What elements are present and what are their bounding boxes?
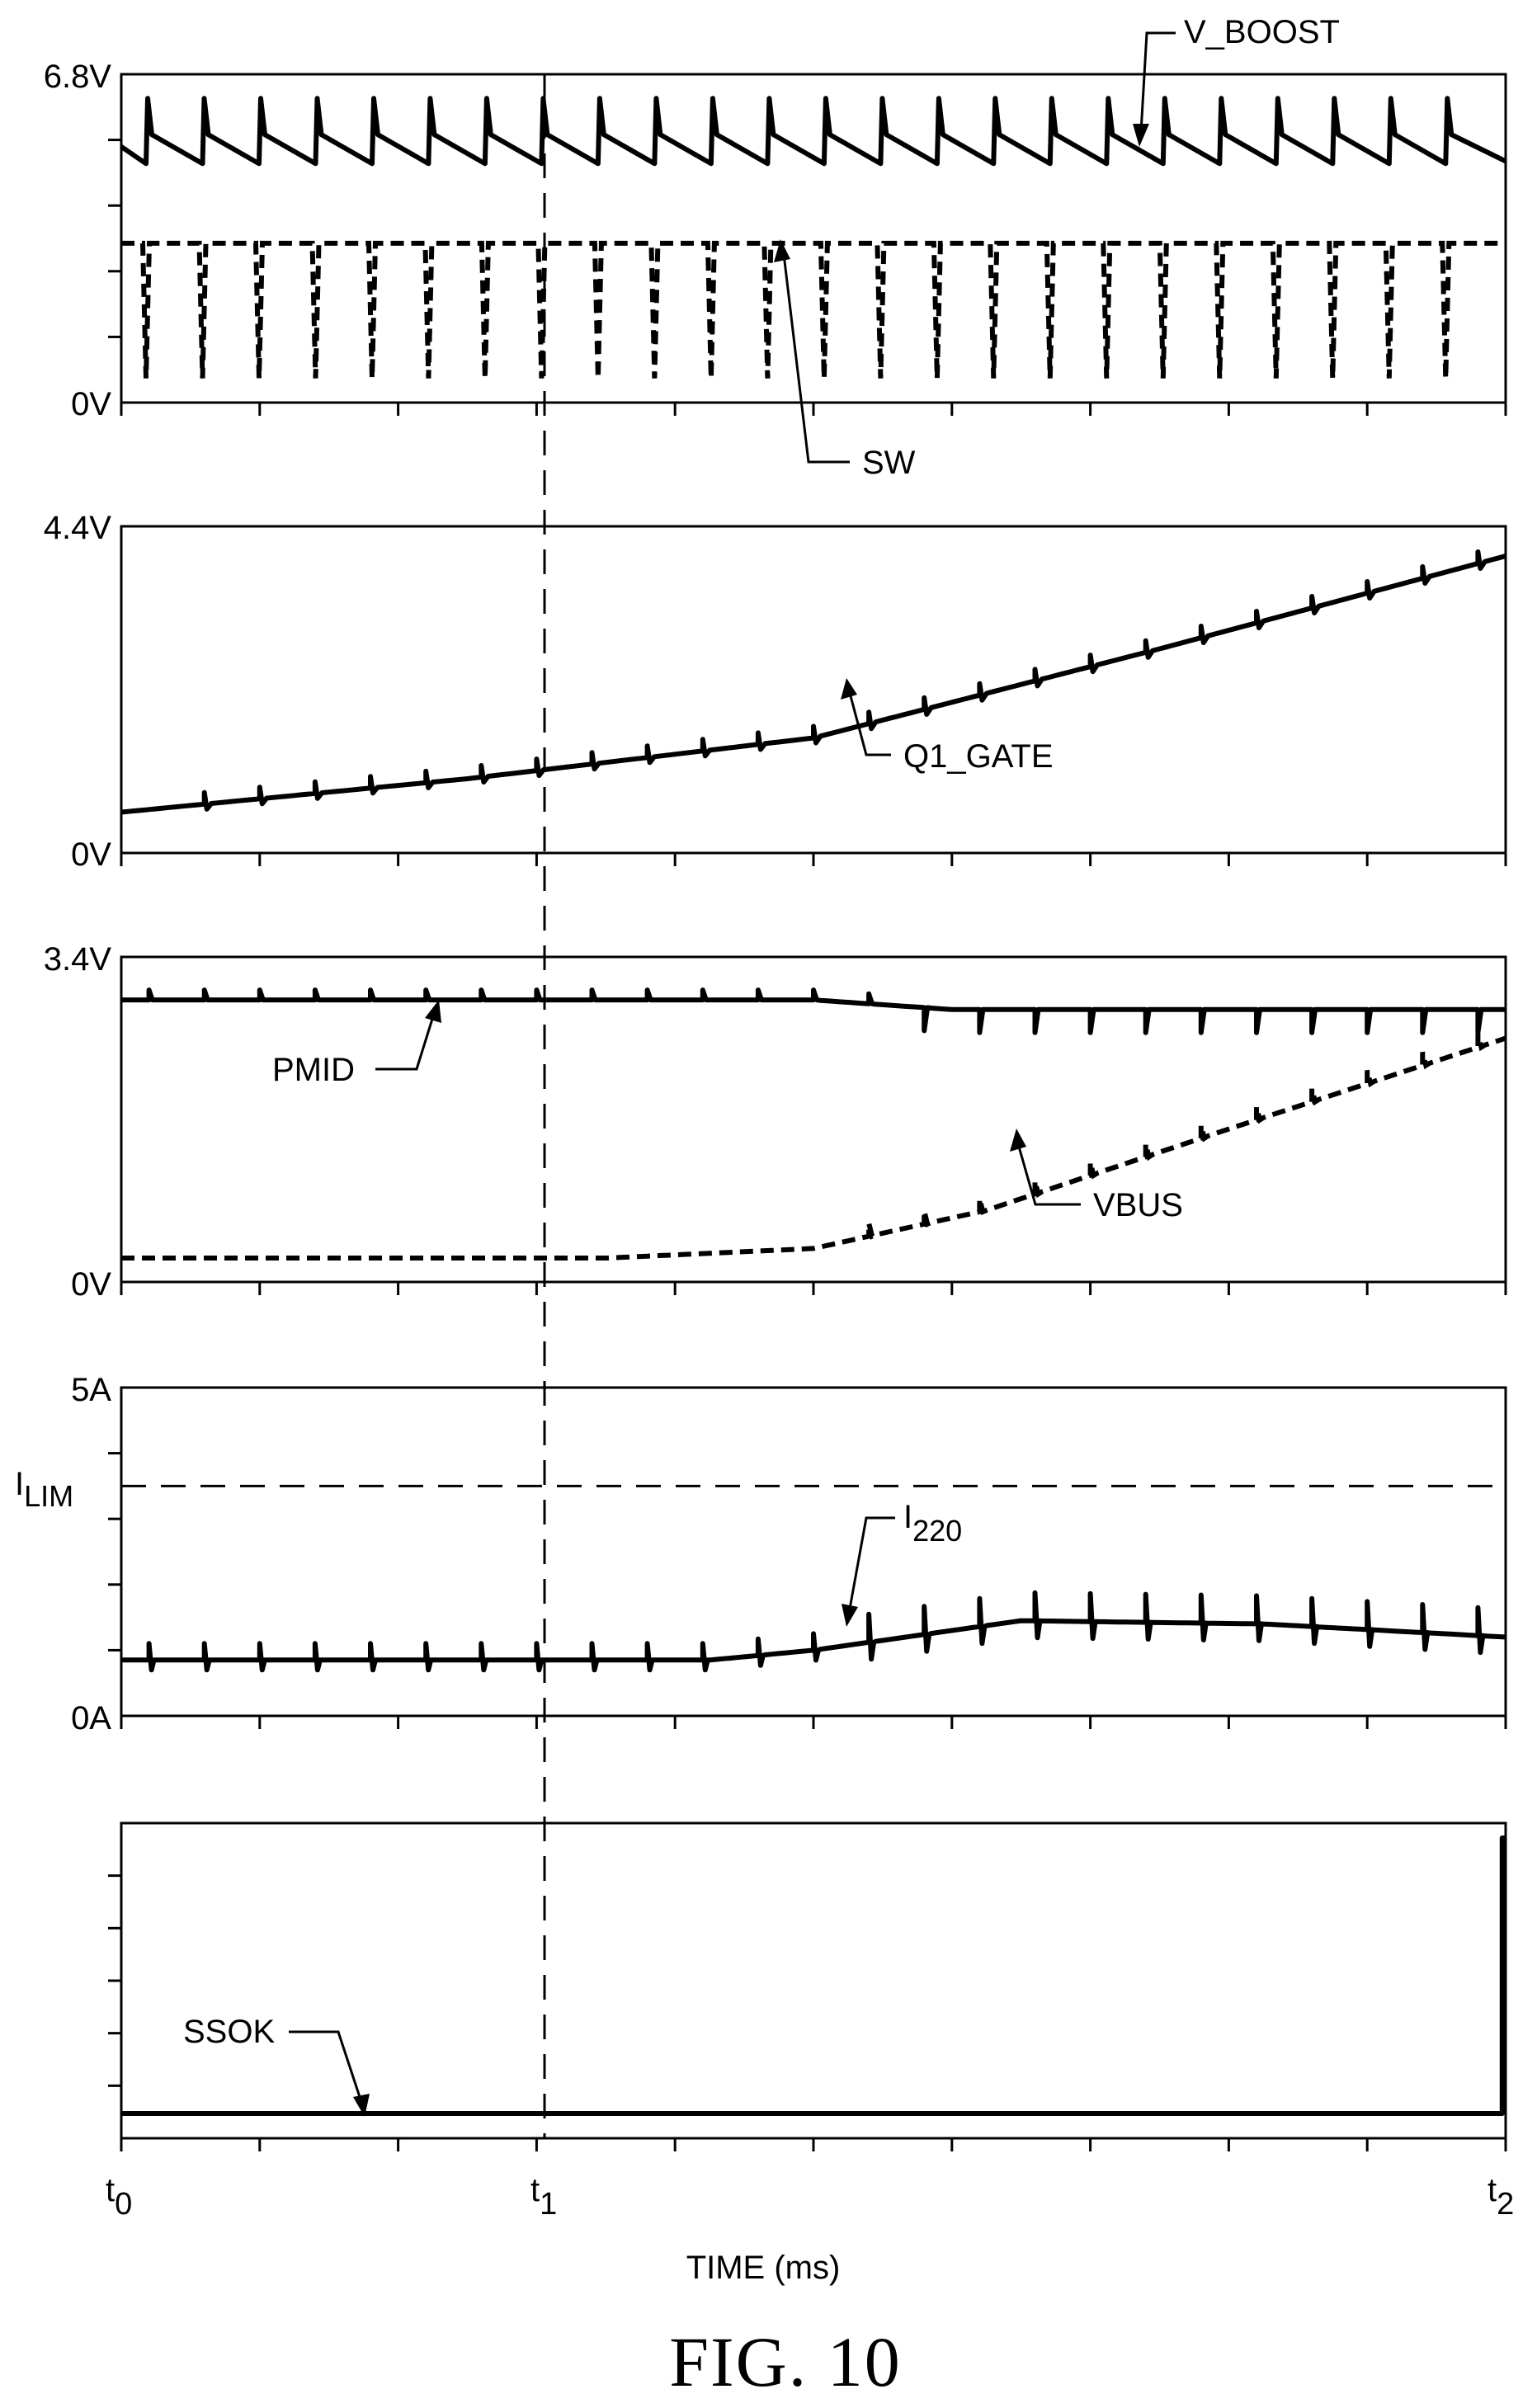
panel-1-y-ticks xyxy=(108,139,121,338)
ssok-leader xyxy=(289,2030,363,2103)
pmid-label: PMID xyxy=(272,1052,355,1088)
q1-gate-trace xyxy=(120,549,1506,815)
v-boost-arrowhead xyxy=(1133,124,1149,147)
t0-label: t0 xyxy=(106,2172,132,2222)
panel-2-ymax-label: 4.4V xyxy=(44,510,112,546)
panel-2-frame xyxy=(120,525,1507,855)
t1-label-base: t xyxy=(530,2172,540,2208)
panel-4-frame xyxy=(120,1386,1507,1718)
panel-5-y-ticks xyxy=(108,1874,121,2087)
ilim-label: ILIM xyxy=(15,1466,73,1513)
ilim-label-base: I xyxy=(15,1466,24,1502)
ssok-trace xyxy=(121,1835,1506,2116)
v-boost-leader xyxy=(1139,31,1176,133)
i220-label-base: I xyxy=(903,1499,912,1535)
ilim-label-sub: LIM xyxy=(24,1479,73,1513)
sw-leader xyxy=(782,253,850,464)
pmid-trace xyxy=(121,987,1506,1035)
time-axis-ticks xyxy=(120,403,1507,2151)
pmid-leader xyxy=(375,1016,435,1071)
sw-trace xyxy=(121,240,1506,379)
i220-trace xyxy=(121,1590,1506,1673)
vbus-trace xyxy=(121,1033,1506,1261)
i220-label: I220 xyxy=(903,1499,962,1548)
pmid-arrowhead xyxy=(425,1000,441,1023)
q1-gate-label: Q1_GATE xyxy=(903,738,1054,775)
ssok-arrowhead xyxy=(353,2094,370,2117)
vbus-leader xyxy=(1017,1146,1081,1206)
panel-2-ymin-label: 0V xyxy=(71,836,111,873)
panel-3: 3.4V 0V PMID VBUS xyxy=(44,941,1507,1303)
t0-label-base: t xyxy=(106,2172,115,2208)
t2-label: t2 xyxy=(1487,2172,1514,2222)
vbus-arrowhead xyxy=(1010,1129,1026,1152)
t1-label-sub: 1 xyxy=(540,2187,557,2222)
sw-arrowhead xyxy=(774,239,790,262)
q1-gate-arrowhead xyxy=(841,678,857,700)
panel-5: SSOK xyxy=(108,1821,1507,2140)
panel-1: 6.8V 0V V_BOOST SW xyxy=(44,14,1507,481)
panel-3-frame xyxy=(120,955,1507,1284)
panel-4-y-ticks xyxy=(108,1452,121,1652)
t2-label-sub: 2 xyxy=(1497,2187,1514,2222)
panel-4-ymax-label: 5A xyxy=(71,1372,111,1408)
t1-label: t1 xyxy=(530,2172,557,2222)
panel-3-ymin-label: 0V xyxy=(71,1266,111,1303)
panel-1-ymax-label: 6.8V xyxy=(44,59,112,95)
t2-label-base: t xyxy=(1487,2172,1497,2208)
panel-2: 4.4V 0V Q1_GATE xyxy=(44,510,1507,873)
ssok-label: SSOK xyxy=(183,2014,275,2050)
i220-leader xyxy=(848,1516,895,1609)
i220-arrowhead xyxy=(842,1604,858,1627)
sw-label: SW xyxy=(862,445,916,481)
t0-label-sub: 0 xyxy=(115,2187,132,2222)
panel-4: 5A 0A ILIM I220 xyxy=(15,1372,1507,1736)
v-boost-trace xyxy=(120,96,1507,167)
figure-caption: FIG. 10 xyxy=(669,2322,902,2401)
panel-1-frame xyxy=(120,73,1507,404)
panel-5-frame xyxy=(120,1821,1507,2140)
q1-gate-leader xyxy=(848,692,891,756)
panel-1-ymin-label: 0V xyxy=(71,386,111,422)
i220-label-sub: 220 xyxy=(912,1514,962,1548)
v-boost-label: V_BOOST xyxy=(1184,14,1340,50)
x-axis-label: TIME (ms) xyxy=(686,2250,841,2286)
vbus-label: VBUS xyxy=(1093,1187,1183,1223)
panel-3-ymax-label: 3.4V xyxy=(44,941,112,978)
panel-4-ymin-label: 0A xyxy=(71,1700,111,1736)
